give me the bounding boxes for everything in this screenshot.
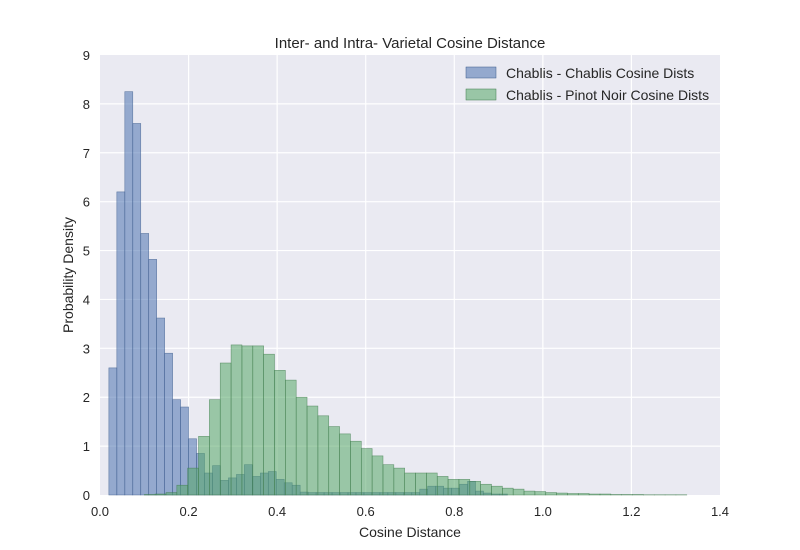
- x-tick-label: 1.2: [622, 504, 640, 519]
- histogram-bar: [285, 379, 297, 496]
- histogram-bar: [556, 492, 568, 496]
- grid-lines: [100, 55, 720, 495]
- y-tick-label: 4: [83, 292, 90, 307]
- histogram-bar: [491, 485, 503, 496]
- histogram-bar: [458, 479, 471, 496]
- y-tick-label: 0: [83, 488, 90, 503]
- histogram-bar: [165, 492, 178, 496]
- y-tick-label: 6: [83, 195, 90, 210]
- histogram-bar: [263, 353, 275, 496]
- histogram-bar: [306, 405, 319, 496]
- series-chablis-pinot-noir: [143, 344, 688, 496]
- histogram-bar: [317, 415, 330, 496]
- y-tick-label: 2: [83, 390, 90, 405]
- histogram-bar: [198, 436, 210, 496]
- histogram-bar: [328, 426, 340, 496]
- y-tick-label: 5: [83, 244, 90, 259]
- histogram-bar: [172, 399, 181, 496]
- histogram-bar: [339, 433, 351, 496]
- histogram-bar: [176, 484, 188, 496]
- legend-swatch-chablis-pinot-noir: [465, 88, 497, 101]
- histogram-bar: [382, 464, 395, 496]
- y-tick-label: 3: [83, 341, 90, 356]
- histogram-bar: [295, 396, 308, 496]
- histogram-bar: [187, 467, 199, 496]
- x-tick-label: 0.0: [91, 504, 109, 519]
- histogram-bar: [415, 472, 427, 496]
- histogram-bars: [108, 91, 688, 496]
- histogram-bar: [523, 490, 536, 496]
- histogram-bar: [599, 493, 612, 496]
- y-tick-label: 1: [83, 439, 90, 454]
- histogram-bar: [350, 440, 362, 496]
- histogram-bar: [567, 493, 579, 496]
- histogram-bar: [219, 362, 232, 496]
- x-axis-label: Cosine Distance: [359, 524, 461, 540]
- x-tick-label: 1.0: [534, 504, 552, 519]
- histogram-bar: [534, 491, 547, 496]
- histogram-bar: [436, 476, 449, 496]
- legend-swatch-chablis-chablis: [465, 66, 497, 79]
- x-tick-label: 1.4: [711, 504, 729, 519]
- histogram-bar: [588, 493, 601, 496]
- y-tick-label: 7: [83, 146, 90, 161]
- legend-label-chablis-chablis: Chablis - Chablis Cosine Dists: [506, 65, 694, 81]
- histogram-bar: [545, 492, 557, 496]
- histogram-bar: [480, 483, 492, 496]
- histogram-bar: [164, 352, 173, 496]
- chart-title: Inter- and Intra- Varietal Cosine Distan…: [275, 35, 546, 52]
- histogram-bar: [108, 367, 118, 496]
- histogram-bar: [252, 345, 264, 496]
- histogram-bar: [148, 259, 157, 496]
- x-tick-label: 0.2: [180, 504, 198, 519]
- histogram-bar: [404, 472, 416, 496]
- histogram-bar: [393, 467, 405, 496]
- x-axis-ticks: 0.0 0.2 0.4 0.6 0.8 1.0 1.2 1.4: [91, 504, 729, 519]
- histogram-bar: [577, 493, 590, 496]
- histogram-bar: [426, 472, 438, 496]
- y-axis-label: Probability Density: [60, 217, 76, 333]
- y-tick-label: 8: [83, 97, 90, 112]
- x-tick-label: 0.8: [445, 504, 463, 519]
- histogram-bar: [230, 344, 243, 496]
- histogram-bar: [209, 399, 221, 496]
- histogram-bar: [371, 455, 384, 496]
- histogram-bar: [156, 317, 165, 496]
- x-tick-label: 0.4: [268, 504, 286, 519]
- histogram-bar: [274, 370, 286, 496]
- plot-area: [100, 55, 720, 495]
- y-axis-ticks: 0 1 2 3 4 5 6 7 8 9: [83, 48, 90, 503]
- legend: Chablis - Chablis Cosine Dists Chablis -…: [465, 65, 709, 103]
- histogram-bar: [154, 493, 167, 496]
- histogram-bar: [140, 233, 150, 496]
- histogram-bar: [241, 345, 254, 496]
- x-tick-label: 0.6: [357, 504, 375, 519]
- histogram-bar: [447, 479, 460, 496]
- histogram-bar: [469, 481, 481, 496]
- histogram-bar: [116, 191, 126, 496]
- histogram-bar: [502, 487, 514, 496]
- histogram-bar: [360, 448, 373, 496]
- histogram-bar: [512, 488, 525, 496]
- legend-label-chablis-pinot-noir: Chablis - Pinot Noir Cosine Dists: [506, 87, 709, 103]
- histogram-bar: [124, 91, 134, 496]
- y-tick-label: 9: [83, 48, 90, 63]
- histogram-bar: [132, 123, 142, 496]
- histogram-bar: [180, 406, 189, 496]
